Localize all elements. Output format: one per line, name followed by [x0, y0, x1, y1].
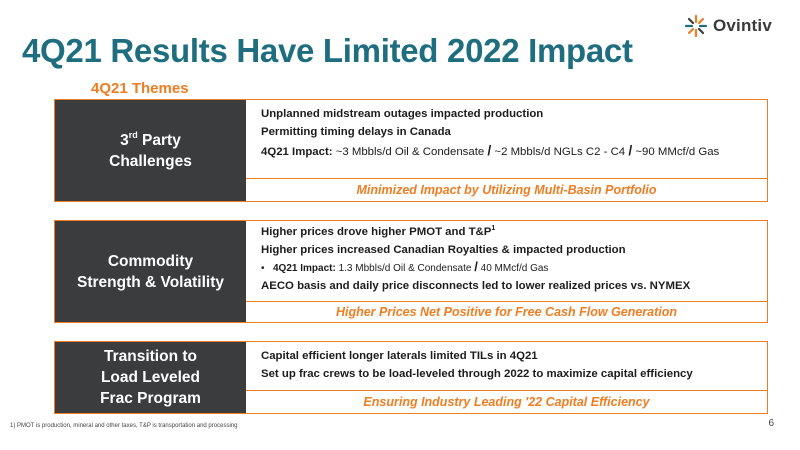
panel-banner: Ensuring Industry Leading '22 Capital Ef…	[363, 395, 650, 409]
text-line: Capital efficient longer laterals limite…	[261, 350, 538, 362]
bullet-dot: •	[261, 263, 265, 274]
impact-label: 4Q21 Impact:	[261, 146, 333, 158]
label-text: Strength & Volatility	[77, 273, 224, 291]
page-number: 6	[768, 418, 774, 429]
panel-body: Higher prices drove higher PMOT and T&P1…	[246, 221, 767, 322]
panel-label: Transition to Load Leveled Frac Program	[55, 342, 246, 413]
label-text: Transition to	[103, 348, 197, 365]
impact-bullet: • 4Q21 Impact: 1.3 Mbbls/d Oil & Condensa…	[261, 259, 767, 277]
text-line: Set up frac crews to be load-leveled thr…	[261, 368, 693, 380]
ovintiv-wordmark: Ovintiv	[712, 16, 772, 35]
label-text: Frac Program	[100, 390, 201, 407]
ovintiv-logo: Ovintiv	[684, 14, 772, 38]
label-text: Challenges	[109, 152, 192, 170]
separator: /	[487, 142, 492, 158]
footnote: 1) PMOT is production, mineral and other…	[10, 423, 238, 429]
label-text: Load Leveled	[100, 369, 201, 386]
impact-value: ~90 MMcf/d Gas	[632, 146, 720, 158]
label-text: 3	[120, 131, 129, 149]
impact-label: 4Q21 Impact:	[273, 263, 336, 274]
panel-lines: Capital efficient longer laterals limite…	[246, 342, 767, 391]
impact-value: 1.3 Mbbls/d Oil & Condensate	[335, 263, 475, 274]
panel-banner: Higher Prices Net Positive for Free Cash…	[335, 305, 678, 319]
panel-lines: Unplanned midstream outages impacted pro…	[246, 100, 767, 179]
footnote-marker: 1	[491, 225, 496, 232]
panel-body: Capital efficient longer laterals limite…	[246, 342, 767, 413]
text-line: AECO basis and daily price disconnects l…	[261, 280, 691, 292]
panel-body: Unplanned midstream outages impacted pro…	[246, 100, 767, 201]
text-line: Permitting timing delays in Canada	[261, 126, 451, 138]
impact-value: ~2 Mbbls/d NGLs C2 - C4	[491, 146, 629, 158]
text-line: Higher prices drove higher PMOT and T&P1	[261, 223, 767, 241]
impact-line: 4Q21 Impact: ~3 Mbbls/d Oil & Condensate…	[261, 141, 767, 161]
panel-third-party-challenges: 3rd Party Challenges Unplanned midstream…	[54, 99, 768, 202]
impact-value: ~3 Mbbls/d Oil & Condensate	[332, 146, 488, 158]
panel-label: 3rd Party Challenges	[55, 100, 246, 201]
panel-commodity-strength: Commodity Strength & Volatility Higher p…	[54, 220, 768, 323]
panel-transition-frac: Transition to Load Leveled Frac Program …	[54, 341, 768, 414]
slide-title: 4Q21 Results Have Limited 2022 Impact	[22, 32, 633, 69]
text-line: Unplanned midstream outages impacted pro…	[261, 108, 544, 120]
ovintiv-star-icon	[684, 14, 708, 38]
panel-lines: Higher prices drove higher PMOT and T&P1…	[246, 221, 767, 302]
label-superscript: rd	[128, 129, 138, 140]
slide-subtitle: 4Q21 Themes	[91, 80, 189, 97]
separator: /	[628, 142, 633, 158]
separator: /	[474, 259, 478, 274]
label-text: Commodity	[107, 252, 194, 270]
label-text: Party	[137, 131, 181, 149]
text-line-content: Higher prices drove higher PMOT and T&P	[261, 226, 492, 238]
text-line: Higher prices increased Canadian Royalti…	[261, 244, 626, 256]
impact-value: 40 MMcf/d Gas	[477, 263, 549, 274]
panel-label: Commodity Strength & Volatility	[55, 221, 246, 322]
panel-banner: Minimized Impact by Utilizing Multi-Basi…	[356, 183, 657, 197]
